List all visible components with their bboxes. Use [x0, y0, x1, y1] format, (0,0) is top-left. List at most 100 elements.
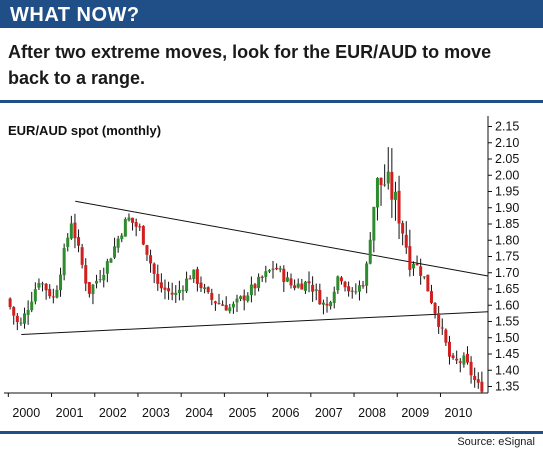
candle-down: [77, 237, 81, 246]
y-tick-label: 2.10: [495, 136, 519, 150]
candle-down: [134, 222, 138, 227]
candle-down: [138, 226, 142, 228]
candle-down: [465, 353, 469, 363]
candle-up: [109, 258, 113, 263]
candle-down: [289, 278, 293, 286]
candle-down: [242, 295, 246, 301]
y-tick-label: 1.85: [495, 217, 519, 231]
y-tick-label: 1.80: [495, 233, 519, 247]
candle-up: [239, 296, 243, 299]
candle-down: [347, 286, 351, 292]
candle-up: [383, 184, 387, 186]
candle-down: [379, 177, 383, 186]
candle-up: [257, 276, 261, 288]
candle-up: [231, 303, 235, 308]
candle-up: [98, 279, 102, 281]
source-note: Source: eSignal: [457, 436, 535, 448]
candle-down: [221, 304, 225, 306]
x-tick-labels: 2000 2001 2002 2003 2004 2005 2006 2007 2008 2009…: [7, 393, 473, 420]
candle-down: [293, 285, 297, 289]
x-tick-label: 2007: [315, 406, 343, 420]
header-banner: WHAT NOW?: [0, 0, 543, 28]
candle-down: [343, 281, 347, 288]
candle-down: [458, 361, 462, 363]
candle-up: [55, 289, 59, 298]
candle-up: [267, 270, 271, 272]
candle-up: [375, 177, 379, 208]
candle-down: [260, 276, 264, 278]
candle-down: [444, 329, 448, 343]
candle-up: [249, 284, 253, 296]
candle-up: [285, 277, 289, 282]
y-tick-label: 1.40: [495, 363, 519, 377]
candle-up: [26, 310, 30, 315]
candle-up: [91, 284, 95, 295]
candle-down: [12, 306, 16, 316]
candle-up: [19, 322, 23, 324]
candle-down: [361, 285, 365, 287]
y-tick-label: 1.50: [495, 331, 519, 345]
candle-up: [203, 287, 207, 290]
candle-up: [264, 271, 268, 278]
candle-down: [44, 283, 48, 291]
candle-down: [73, 222, 77, 239]
candle-down: [170, 292, 174, 295]
y-tick-label: 1.75: [495, 250, 519, 264]
candle-up: [37, 282, 41, 288]
candle-down: [415, 264, 419, 266]
candle-down: [167, 288, 171, 292]
x-tick-label: 2005: [228, 406, 256, 420]
candle-up: [357, 285, 361, 292]
candle-up: [102, 274, 106, 281]
candle-down: [145, 245, 149, 255]
candle-down: [451, 355, 455, 359]
candle-down: [476, 379, 480, 383]
candle-down: [480, 381, 484, 392]
candle-down: [206, 287, 210, 293]
candle-up: [127, 217, 131, 221]
candle-up: [113, 246, 117, 258]
candle-down: [80, 247, 84, 265]
candle-up: [336, 276, 340, 291]
x-tick-label: 2009: [401, 406, 429, 420]
candle-down: [15, 315, 19, 323]
candle-up: [332, 291, 336, 303]
y-tick-label: 1.35: [495, 380, 519, 394]
candle-up: [278, 268, 282, 270]
trendlines: [21, 200, 489, 335]
candle-up: [321, 302, 325, 305]
candle-up: [386, 171, 390, 184]
candle-down: [433, 303, 437, 314]
candle-down: [282, 268, 286, 282]
candle-down: [156, 273, 160, 284]
candle-up: [235, 298, 239, 303]
x-tick-label: 2010: [445, 406, 473, 420]
candle-down: [440, 327, 444, 329]
y-tick-label: 1.70: [495, 266, 519, 280]
candle-down: [300, 283, 304, 290]
candle-up: [177, 289, 181, 294]
candle-up: [422, 276, 426, 278]
candle-up: [192, 269, 196, 279]
candle-up: [462, 355, 466, 365]
candle-down: [51, 296, 55, 298]
candle-up: [69, 223, 73, 239]
candle-down: [84, 265, 88, 284]
candle-down: [159, 282, 163, 289]
banner-title: WHAT NOW?: [10, 4, 140, 26]
candle-down: [455, 358, 459, 361]
candle-down: [213, 301, 217, 304]
candle-down: [401, 223, 405, 234]
x-tick-label: 2004: [185, 406, 213, 420]
y-tick-labels: 1.35 1.40 1.45 1.50 1.55 1.60 1.65 1.70 1.75 1.80…: [488, 120, 519, 394]
candle-down: [311, 284, 315, 292]
candle-up: [368, 239, 372, 264]
candle-down: [469, 361, 473, 376]
candle-down: [195, 269, 199, 284]
candle-down: [397, 190, 401, 224]
candle-down: [426, 274, 430, 292]
candle-up: [185, 278, 189, 292]
candle-down: [419, 266, 423, 276]
candle-up: [354, 291, 358, 293]
